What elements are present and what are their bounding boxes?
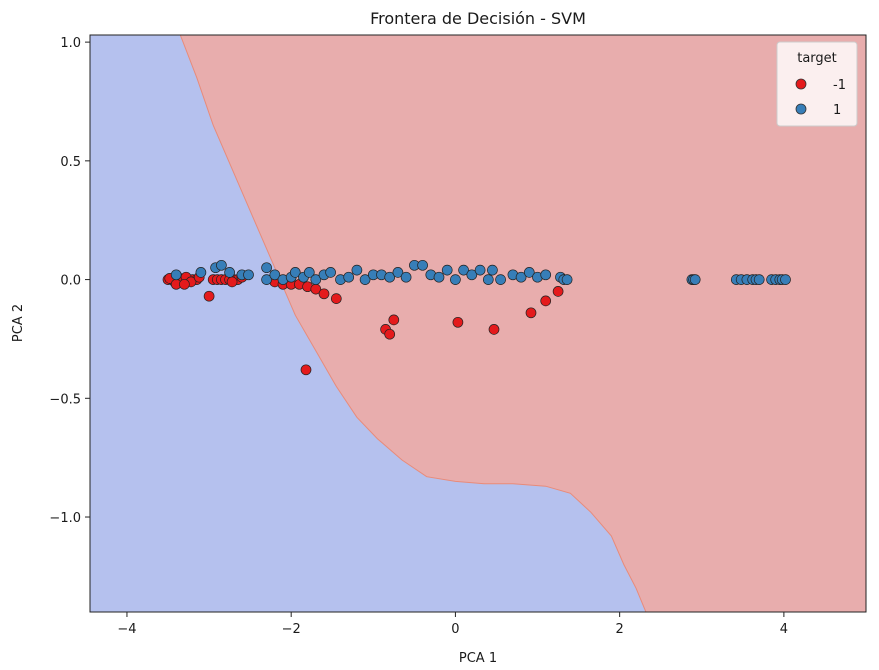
data-point-class-pos bbox=[261, 274, 272, 285]
y-tick-label: 1.0 bbox=[60, 36, 81, 51]
data-point-class-pos bbox=[384, 271, 396, 283]
data-point-class-pos bbox=[474, 264, 486, 276]
data-point-class-pos bbox=[400, 271, 412, 283]
data-point-class-pos bbox=[224, 267, 235, 278]
x-axis-label: PCA 1 bbox=[459, 651, 497, 666]
data-point-class-pos bbox=[487, 264, 498, 276]
data-point-class-pos bbox=[753, 274, 765, 285]
data-point-class-pos bbox=[261, 262, 272, 274]
x-tick-label: −2 bbox=[282, 622, 301, 637]
legend-marker-pos bbox=[795, 103, 807, 115]
decision-boundary-line bbox=[179, 35, 647, 612]
y-tick-label: −0.5 bbox=[49, 392, 81, 407]
chart-title: Frontera de Decisión - SVM bbox=[370, 9, 586, 28]
data-point-class-pos bbox=[458, 264, 469, 276]
x-tick-label: 2 bbox=[616, 622, 624, 637]
data-point-class-pos bbox=[243, 269, 254, 281]
data-point-class-neg bbox=[384, 328, 396, 340]
data-point-class-pos bbox=[351, 264, 363, 276]
legend-title: target bbox=[797, 51, 837, 66]
y-axis-ticks: 1.0 0.5 0.0 −0.5 −1.0 bbox=[49, 36, 90, 526]
data-point-class-pos bbox=[216, 259, 227, 271]
data-point-class-pos bbox=[515, 271, 527, 283]
data-point-class-neg bbox=[552, 286, 564, 297]
data-point-class-pos bbox=[195, 267, 207, 278]
data-point-class-pos bbox=[441, 264, 453, 276]
data-point-class-pos bbox=[343, 271, 355, 283]
data-point-class-pos bbox=[689, 274, 701, 285]
data-point-class-pos bbox=[523, 267, 535, 278]
data-point-class-pos bbox=[450, 274, 461, 285]
data-point-class-neg bbox=[525, 307, 537, 319]
data-point-class-pos bbox=[289, 267, 301, 278]
data-point-class-neg bbox=[179, 278, 190, 290]
legend-label-pos: 1 bbox=[833, 103, 841, 118]
data-point-class-neg bbox=[330, 293, 342, 304]
data-point-class-pos bbox=[433, 271, 445, 283]
data-point-class-neg bbox=[452, 316, 464, 328]
data-point-class-pos bbox=[310, 274, 322, 285]
legend: target -1 1 bbox=[776, 41, 858, 127]
data-point-class-pos bbox=[540, 269, 552, 281]
data-point-class-neg bbox=[388, 314, 400, 326]
data-point-class-neg bbox=[318, 288, 330, 300]
data-point-class-pos bbox=[482, 274, 494, 285]
y-tick-label: −1.0 bbox=[49, 511, 81, 526]
data-point-class-neg bbox=[488, 324, 500, 335]
data-point-class-pos bbox=[417, 259, 428, 271]
legend-label-neg: -1 bbox=[833, 78, 846, 93]
data-point-class-pos bbox=[392, 267, 404, 278]
scatter-points bbox=[162, 259, 791, 376]
data-point-class-pos bbox=[561, 274, 573, 285]
data-point-class-pos bbox=[269, 269, 281, 281]
data-point-class-pos bbox=[495, 274, 506, 285]
legend-box bbox=[776, 41, 858, 127]
y-tick-label: 0.5 bbox=[60, 155, 81, 170]
data-point-class-neg bbox=[203, 290, 215, 302]
x-tick-label: −4 bbox=[117, 622, 136, 637]
data-point-class-pos bbox=[303, 267, 315, 278]
data-point-class-pos bbox=[780, 274, 791, 285]
x-axis-ticks: −4 −2 0 2 4 bbox=[117, 612, 788, 637]
data-point-class-pos bbox=[170, 269, 182, 281]
data-point-class-pos bbox=[466, 269, 478, 281]
y-axis-label: PCA 2 bbox=[11, 304, 26, 342]
data-point-class-neg bbox=[226, 276, 238, 288]
data-point-class-neg bbox=[300, 364, 312, 376]
data-point-class-pos bbox=[325, 267, 336, 278]
data-point-class-pos bbox=[359, 274, 371, 285]
plot-area bbox=[90, 35, 866, 612]
data-point-class-neg bbox=[540, 295, 552, 307]
plot-frame bbox=[89, 34, 867, 613]
y-tick-label: 0.0 bbox=[60, 274, 81, 289]
x-tick-label: 0 bbox=[451, 622, 459, 637]
legend-marker-neg bbox=[795, 78, 807, 90]
decision-region-positive bbox=[90, 35, 646, 612]
x-tick-label: 4 bbox=[780, 622, 788, 637]
